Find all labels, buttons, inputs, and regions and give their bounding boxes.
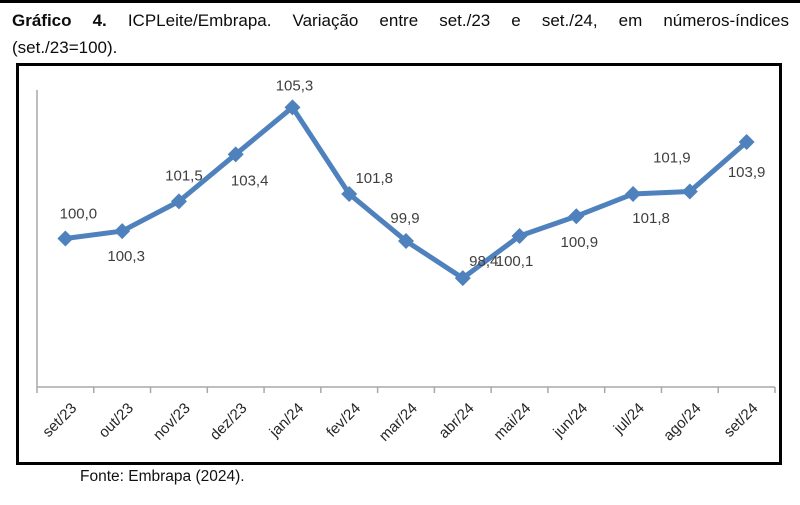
- x-axis-label: dez/23: [207, 400, 251, 444]
- data-point-marker: [57, 230, 74, 247]
- x-axis-label: out/23: [95, 400, 137, 442]
- x-axis-label: abr/24: [435, 400, 477, 442]
- data-point-marker: [738, 133, 755, 150]
- data-label: 100,9: [561, 234, 599, 251]
- caption-number: Gráfico 4.: [12, 11, 107, 30]
- data-point-marker: [341, 185, 358, 202]
- x-axis-label: jun/24: [550, 400, 592, 442]
- caption-line2: (set./23=100).: [12, 38, 118, 57]
- data-point-marker: [284, 99, 301, 116]
- data-label: 101,5: [165, 167, 203, 184]
- x-axis-label: mar/24: [376, 400, 421, 445]
- chart-caption: Gráfico 4. ICPLeite/Embrapa. Variação en…: [12, 7, 789, 61]
- data-point-marker: [625, 185, 642, 202]
- data-label: 103,9: [728, 164, 766, 181]
- data-point-marker: [114, 223, 131, 240]
- x-axis-label: set/23: [39, 400, 80, 441]
- x-axis-label: nov/23: [150, 400, 194, 444]
- x-axis-label: jul/24: [610, 400, 648, 438]
- data-point-marker: [398, 232, 414, 249]
- caption-line1: Gráfico 4. ICPLeite/Embrapa. Variação en…: [12, 7, 789, 34]
- x-axis-label: fev/24: [323, 400, 364, 441]
- data-label: 101,8: [632, 210, 670, 227]
- data-label: 105,3: [276, 77, 314, 94]
- data-label: 101,9: [653, 149, 691, 166]
- chart-frame: 100,0 100,3 101,5 103,4 105,3 101,8 99,9 98,4 10…: [16, 63, 782, 465]
- data-point-marker: [227, 146, 244, 163]
- data-label: 103,4: [231, 172, 269, 189]
- data-point-marker: [568, 208, 585, 225]
- source-note: Fonte: Embrapa (2024).: [80, 468, 245, 485]
- x-axis-label: mai/24: [491, 400, 535, 444]
- data-label: 101,8: [355, 170, 393, 187]
- x-axis-label: ago/24: [660, 400, 704, 444]
- data-label: 99,9: [390, 210, 419, 227]
- data-label: 100,3: [107, 248, 145, 265]
- data-point-marker: [511, 228, 528, 245]
- caption-text: ICPLeite/Embrapa. Variação entre set./23…: [127, 11, 789, 30]
- x-axis-label: set/24: [721, 400, 762, 441]
- data-point-marker: [454, 270, 471, 287]
- data-point-marker: [681, 183, 698, 200]
- data-label: 100,1: [496, 253, 534, 270]
- data-label: 100,0: [60, 206, 98, 223]
- data-label: 98,4: [469, 253, 498, 270]
- x-axis-label: jan/24: [266, 400, 308, 442]
- data-point-marker: [170, 193, 187, 210]
- data-line: [62, 104, 750, 281]
- top-border-line: [0, 0, 800, 3]
